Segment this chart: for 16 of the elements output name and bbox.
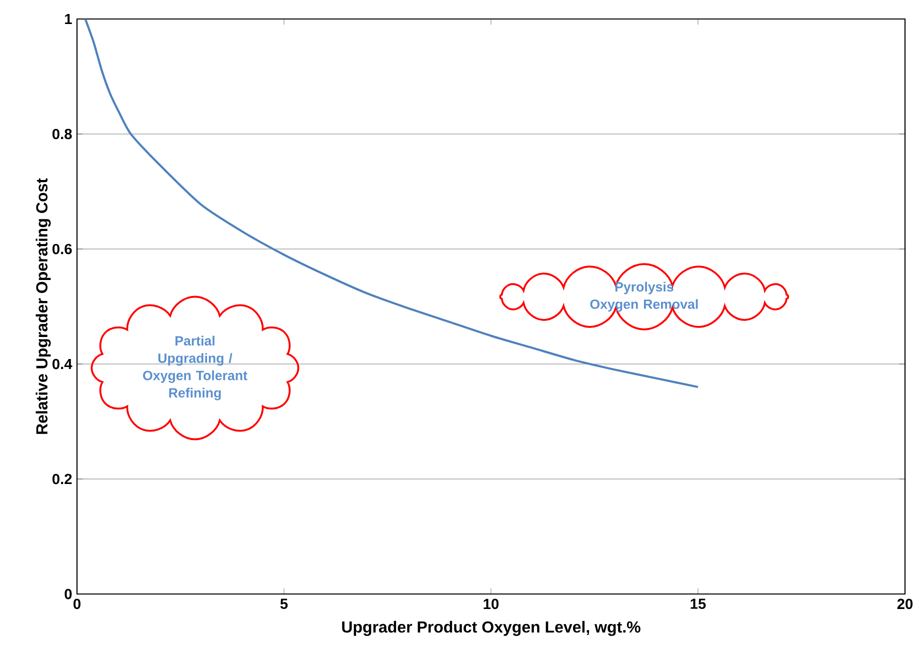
annotation: Pyrolysis Oxygen Removal [590, 282, 698, 312]
y-tick-label: 0.4 [52, 358, 72, 370]
line-series [84, 19, 700, 388]
y-tick-label: 1 [65, 14, 72, 24]
y-tick-label: 0 [64, 588, 72, 600]
x-tick-label: 15 [690, 598, 706, 609]
y-tick-label: 0.8 [52, 128, 72, 140]
x-tick-label: 10 [484, 598, 499, 610]
x-tick-label: 20 [897, 598, 913, 610]
x-tick-label: 0 [74, 598, 80, 610]
y-tick-label: 0.2 [52, 474, 72, 484]
x-axis-title: Upgrader Product Oxygen Level, wgt.% [342, 620, 640, 636]
x-tick-label: 5 [280, 598, 288, 609]
y-axis-title: Relative Upgrader Operating Cost [36, 178, 51, 434]
y-tick-label: 0.6 [52, 244, 72, 254]
annotation: Partial Upgrading / Oxygen Tolerant Refining [143, 336, 248, 400]
